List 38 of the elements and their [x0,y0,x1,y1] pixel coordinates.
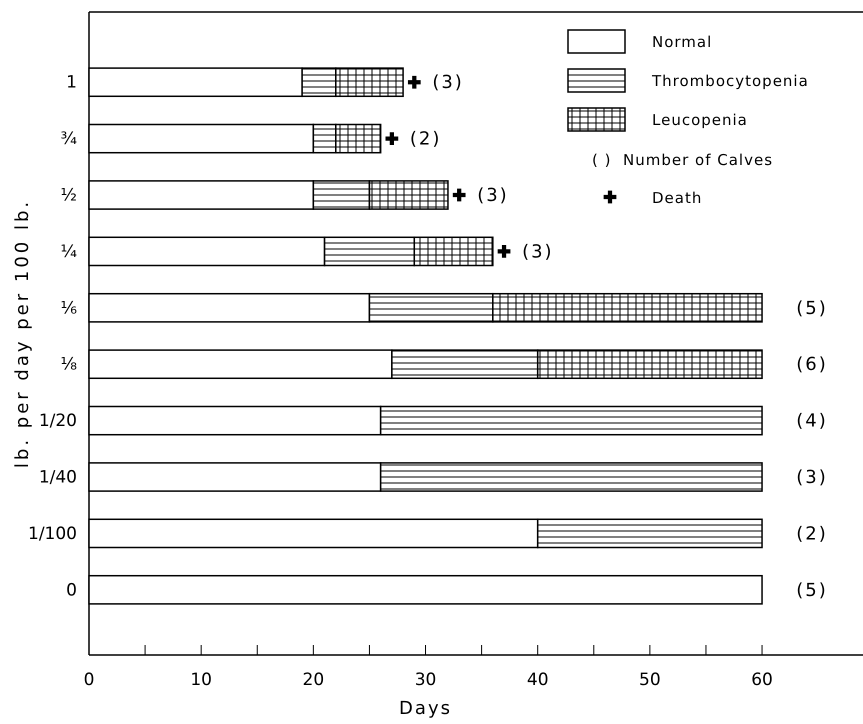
y-tick-label: 1/20 [38,411,77,432]
point [408,76,421,89]
x-tick-label: 0 [84,670,94,690]
y-tick-label: ¼ [60,242,77,262]
point [386,132,398,145]
y-tick-label: 1/40 [38,467,77,488]
legend-label: Normal [652,33,712,51]
x-tick-label: 40 [526,670,549,690]
y-tick-label: 1 [66,72,77,93]
annotation: (4) [796,410,828,432]
annotation: (2) [796,523,828,544]
annotation: (2) [410,128,442,150]
y-tick-label: 1/100 [28,524,77,544]
y-tick-label: ⅙ [60,298,77,318]
legend-label: Leucopenia [652,111,748,129]
annotation: ( ) Number of Calves [592,151,774,169]
y-tick-label: ⅛ [60,354,77,375]
annotation: (5) [796,298,828,319]
x-tick-label: 60 [751,670,773,690]
y-axis-title: lb. per day per 100 lb. [12,198,33,468]
point [498,245,510,258]
legend-label: Thrombocytopenia [651,72,809,90]
legend-label: Death [652,189,702,207]
x-tick-label: 30 [414,670,436,690]
y-tick-label: ¾ [60,129,77,150]
x-tick-label: 20 [302,670,324,690]
annotation: (3) [522,241,554,262]
annotation: (3) [432,72,464,94]
annotation: (5) [796,580,828,601]
annotation: (6) [796,354,828,376]
point [452,188,466,202]
y-tick-label: ½ [60,185,77,206]
annotation: (3) [796,467,828,488]
x-tick-label: 10 [190,670,212,690]
annotation: (3) [477,185,509,206]
x-tick-label: 50 [639,670,661,690]
y-tick-label: 0 [66,580,77,600]
x-axis-title: Days [399,698,452,719]
